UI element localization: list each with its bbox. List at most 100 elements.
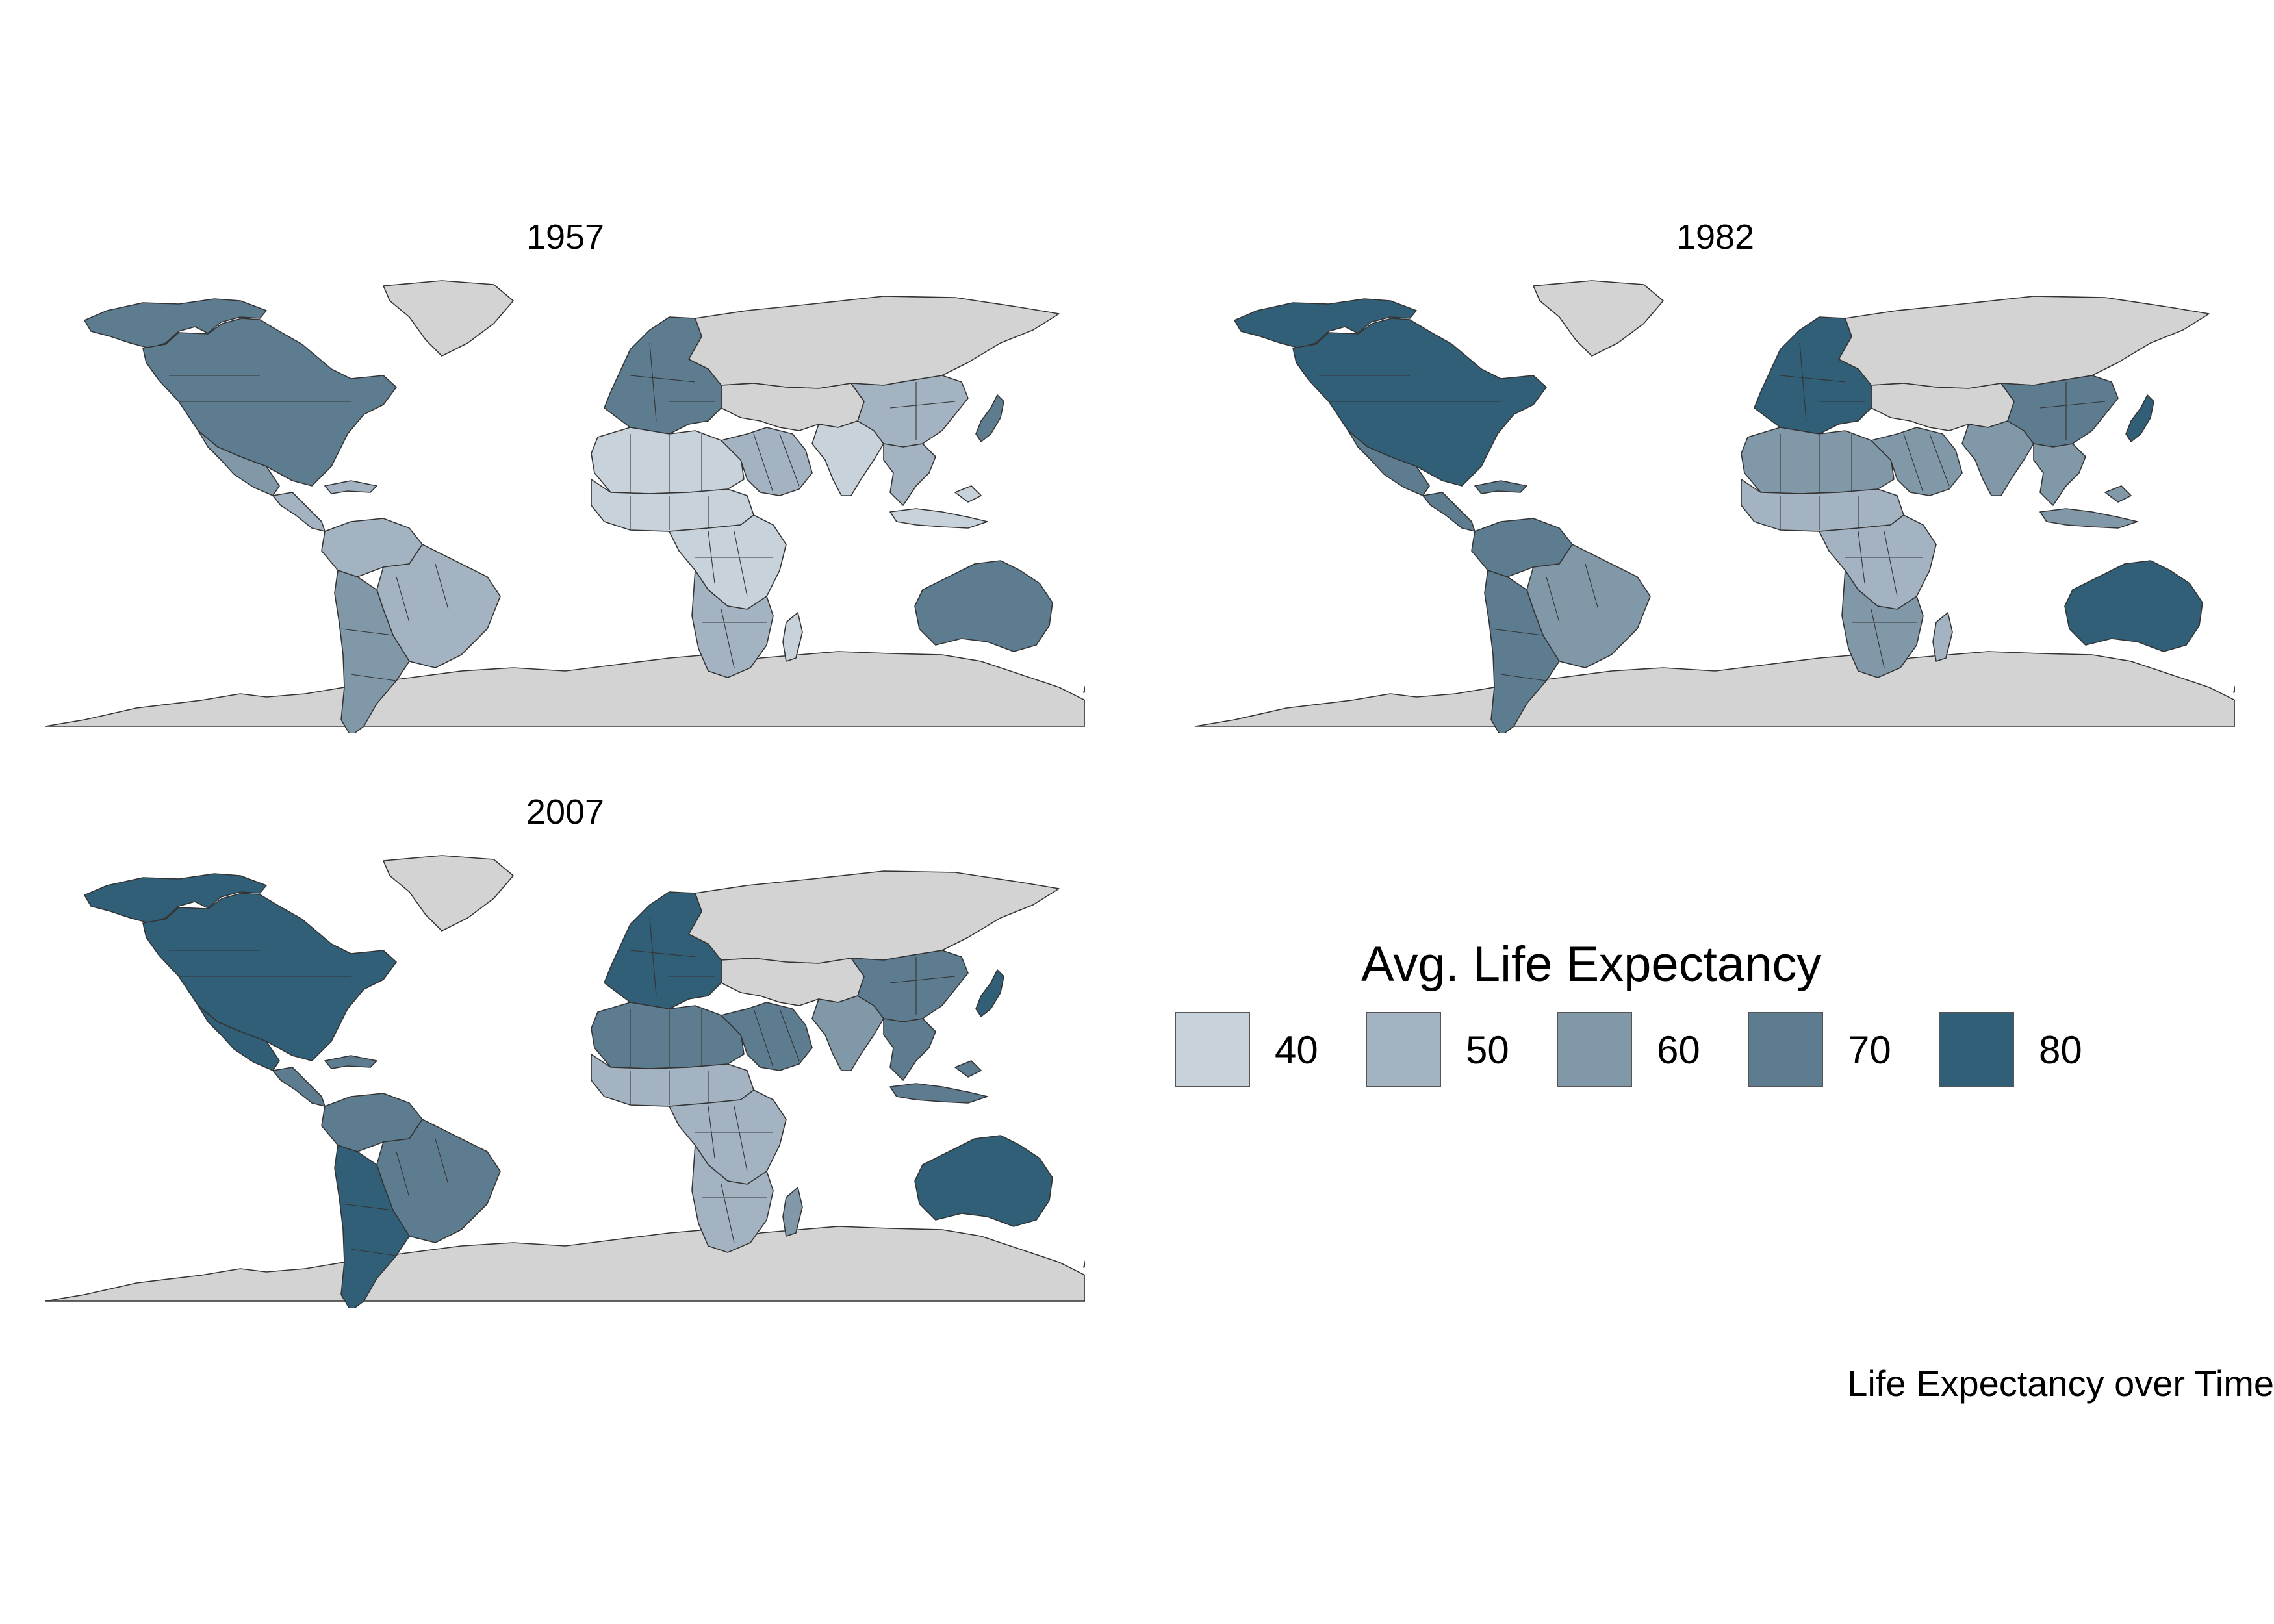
legend-key: 60 (1557, 1012, 1722, 1087)
region-antarctica (45, 1226, 1085, 1302)
region-russia (688, 870, 1060, 964)
country-borders-south-america-south (1490, 628, 1547, 681)
region-alaska-canada-north (84, 298, 267, 349)
region-caribbean (324, 480, 377, 494)
legend-label: 40 (1275, 1028, 1318, 1072)
region-indonesia (889, 485, 988, 529)
country-borders-brazil (1546, 563, 1599, 623)
world-map-1957 (45, 280, 1085, 733)
legend-label: 60 (1657, 1028, 1700, 1072)
country-borders-europe (630, 917, 715, 996)
region-middle-east (1871, 427, 1963, 496)
country-borders-south-america-south (340, 628, 397, 681)
map-panel-1982: 1982 (1195, 214, 2235, 747)
region-southeast-asia (883, 1018, 936, 1081)
region-russia (688, 296, 1060, 389)
legend-label: 50 (1466, 1028, 1509, 1072)
legend-swatch (1939, 1012, 2014, 1087)
region-new-zealand (2233, 685, 2235, 693)
region-middle-east (721, 427, 813, 496)
world-map-2007 (45, 855, 1085, 1308)
region-india (1961, 420, 2034, 496)
country-borders-southern-africa (702, 1184, 767, 1243)
region-southern-africa (1841, 570, 1924, 678)
legend-swatch (1366, 1012, 1441, 1087)
region-indonesia (2039, 485, 2138, 529)
country-borders-central-africa (695, 531, 773, 597)
country-borders-central-africa (695, 1106, 773, 1172)
region-south-america-south (334, 1145, 410, 1308)
legend-key: 50 (1366, 1012, 1531, 1087)
country-borders-sahel (630, 496, 709, 530)
legend-key: 40 (1175, 1012, 1340, 1087)
region-antarctica (45, 651, 1085, 727)
country-borders-north-africa (630, 434, 702, 492)
map-panel-1957: 1957 (45, 214, 1085, 747)
country-borders-north-africa (630, 1009, 702, 1067)
region-australia (914, 1135, 1053, 1227)
legend: Avg. Life Expectancy 40 50 60 70 80 (1169, 935, 2082, 1104)
legend-swatch (1175, 1012, 1250, 1087)
region-new-zealand (1083, 685, 1085, 693)
region-europe (1754, 316, 1872, 435)
region-india (811, 420, 884, 496)
region-japan (2125, 394, 2154, 442)
country-borders-sahel (630, 1071, 709, 1105)
region-southern-africa (691, 570, 774, 678)
legend-swatch (1748, 1012, 1823, 1087)
region-greenland (383, 855, 514, 932)
country-borders-central-africa (1845, 531, 1923, 597)
country-borders-brazil (396, 563, 449, 623)
map-panel-2007: 2007 (45, 789, 1085, 1322)
country-borders-europe (630, 342, 715, 422)
region-caribbean (324, 1055, 377, 1069)
legend-keys: 40 50 60 70 80 (1175, 1012, 2130, 1087)
region-south-america-south (1484, 570, 1560, 733)
region-south-america-south (334, 570, 410, 733)
plot-caption: Life Expectancy over Time (1847, 1363, 2274, 1404)
region-north-africa (591, 427, 745, 494)
region-iran-central-asia (721, 958, 865, 1006)
region-new-zealand (1083, 1260, 1085, 1268)
country-borders-middle-east (753, 433, 800, 493)
panel-title: 1982 (1676, 218, 1755, 257)
region-central-america (272, 492, 326, 532)
region-north-africa (591, 1002, 745, 1069)
region-iran-central-asia (1871, 383, 2015, 431)
region-europe (604, 316, 722, 435)
country-borders-middle-east (753, 1008, 800, 1068)
region-alaska-canada-north (1234, 298, 1417, 349)
region-alaska-canada-north (84, 873, 267, 924)
country-borders-southern-africa (1852, 609, 1917, 668)
legend-key: 80 (1939, 1012, 2104, 1087)
country-borders-north-america (1319, 375, 1501, 402)
country-borders-europe (1780, 342, 1865, 422)
country-borders-middle-east (1903, 433, 1950, 493)
country-borders-north-america (169, 375, 351, 402)
legend-swatch (1557, 1012, 1632, 1087)
region-australia (914, 560, 1053, 652)
country-borders-china (2039, 382, 2106, 440)
region-central-america (272, 1067, 326, 1107)
legend-label: 70 (1848, 1028, 1891, 1072)
region-japan (975, 969, 1004, 1017)
region-antarctica (1195, 651, 2235, 727)
region-indonesia (889, 1060, 988, 1104)
region-north-america (142, 318, 397, 487)
country-borders-brazil (396, 1138, 449, 1198)
region-japan (975, 394, 1004, 442)
region-australia (2064, 560, 2203, 652)
country-borders-north-america (169, 950, 351, 977)
country-borders-china (889, 382, 956, 440)
region-greenland (383, 280, 514, 357)
region-central-america (1422, 492, 1476, 532)
country-borders-southern-africa (702, 609, 767, 668)
region-madagascar (782, 1187, 803, 1237)
country-borders-sahel (1780, 496, 1859, 530)
region-iran-central-asia (721, 383, 865, 431)
region-southeast-asia (883, 443, 936, 506)
region-madagascar (782, 612, 803, 662)
region-europe (604, 891, 722, 1009)
region-southern-africa (691, 1145, 774, 1253)
legend-label: 80 (2039, 1028, 2082, 1072)
